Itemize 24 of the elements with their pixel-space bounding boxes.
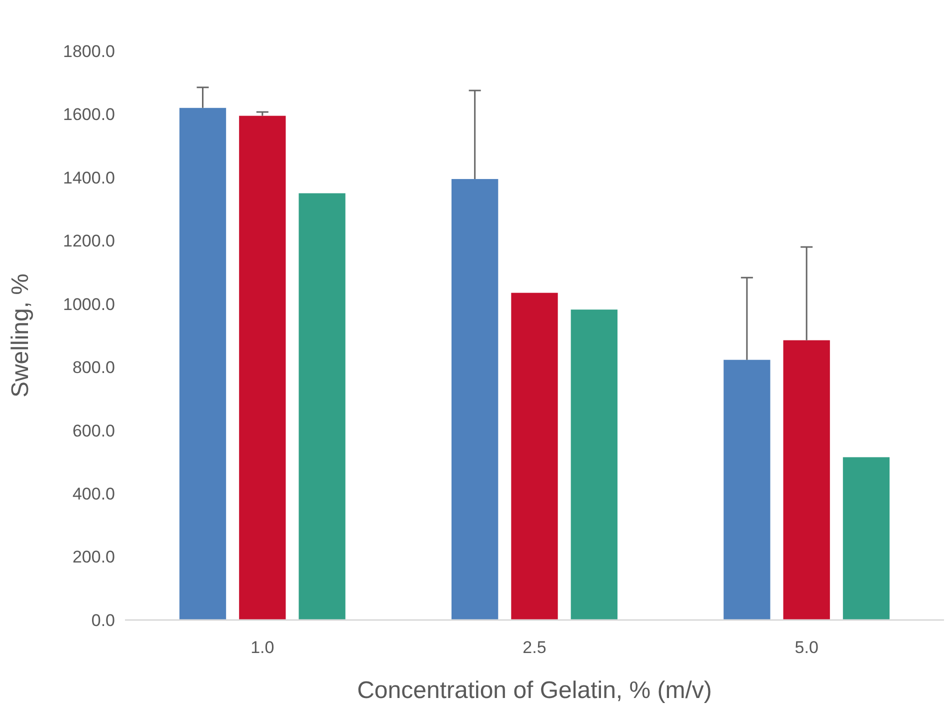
bar (179, 108, 226, 620)
y-tick-label: 1000.0 (63, 294, 115, 314)
y-axis-title: Swelling, % (7, 273, 34, 398)
bar (783, 340, 830, 620)
x-tick-label: 2.5 (522, 638, 546, 657)
x-tick-label: 5.0 (794, 638, 818, 657)
y-tick-label: 1600.0 (63, 105, 115, 124)
y-tick-label: 400.0 (72, 484, 115, 504)
bar (570, 310, 618, 620)
bar (298, 193, 346, 620)
y-tick-label: 1200.0 (63, 232, 115, 251)
y-tick-label: 800.0 (72, 358, 115, 378)
bar (724, 360, 770, 620)
y-tick-label: 1800.0 (63, 42, 115, 61)
bar (842, 457, 890, 620)
y-tick-label: 600.0 (72, 421, 115, 440)
y-tick-label: 1400.0 (63, 168, 115, 188)
x-axis-title: Concentration of Gelatin, % (m/v) (357, 677, 712, 704)
y-tick-label: 200.0 (72, 548, 115, 567)
x-tick-label: 1.0 (250, 638, 274, 657)
bar (452, 179, 498, 620)
bar (239, 116, 286, 620)
bar (511, 292, 558, 620)
y-tick-label: 0.0 (91, 610, 115, 630)
